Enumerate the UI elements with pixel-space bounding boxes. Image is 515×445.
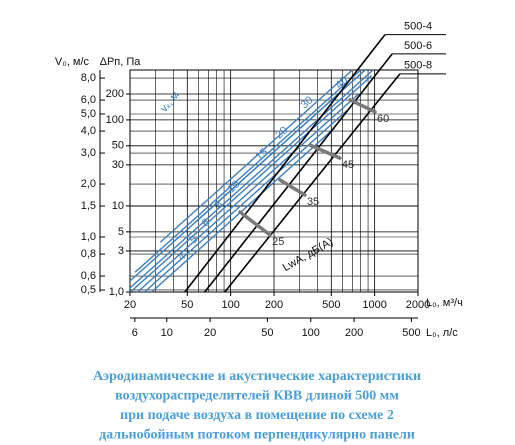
x2-tick-label: 100 [302,327,320,339]
velocity-label: 30 [298,94,315,111]
series-line [204,53,393,293]
v-tick-label: 5,0 [81,108,96,120]
v-tick-label: 8,0 [81,72,96,84]
v-axis-title: V₀, м/с [55,56,90,68]
legend-label: 500-6 [404,40,432,52]
velocity-line [130,75,373,292]
y-tick-label: 3 [118,245,124,257]
plot-lines [130,70,375,292]
y-tick-label: 50 [112,140,124,152]
x-tick-label: 500 [322,299,340,311]
legend-label: 500-4 [404,21,432,33]
y-tick-label: 100 [106,114,124,126]
velocity-line [150,127,336,292]
velocity-line [134,70,362,273]
x-tick-label: 200 [265,299,283,311]
x2-axis-title: L₀, л/с [426,327,458,339]
x2-tick-label: 10 [161,327,173,339]
legend-label: 500-8 [404,60,432,72]
v-tick-label: 3,0 [81,147,96,159]
x2-tick-label: 500 [402,327,420,339]
caption-line: Аэродинамические и акустические характер… [93,369,421,384]
velocity-label: 15 [253,146,270,163]
v-tick-label: 0,8 [81,248,96,260]
x-tick-label: 2000 [406,299,430,311]
noise-label: 60 [377,113,389,125]
x2-tick-label: 200 [345,327,363,339]
noise-line [278,178,307,197]
y-tick-label: 5 [118,226,124,238]
v-tick-label: 0,6 [81,270,96,282]
y-tick-label: 10 [112,200,124,212]
caption-line: дальнобойным потоком перпендикулярно пан… [99,428,415,443]
x-tick-label: 20 [124,299,136,311]
velocity-title: vₓ, м [158,89,182,114]
v-tick-label: 2,0 [81,178,96,190]
y-tick-label: 1,0 [109,286,124,298]
noise-label: 35 [307,196,319,208]
x-tick-label: 50 [181,299,193,311]
series-line [184,34,386,293]
grid [130,70,418,292]
y-tick-label: 200 [106,88,124,100]
x-tick-label: 1000 [362,299,386,311]
v-tick-label: 6,0 [81,94,96,106]
y-axis-title: ΔPп, Па [100,56,142,68]
velocity-line [159,70,354,243]
v-tick-label: 1,0 [81,231,96,243]
noise-line [238,210,272,237]
noise-line [348,98,377,114]
caption-line: при подаче воздуха в помещение по схеме … [120,408,394,423]
caption-line: воздухораспределителей КВВ длиной 500 мм [115,389,399,404]
velocity-line [143,110,348,292]
noise-line [308,143,342,160]
x-axis-title: L₀, м³/ч [426,297,463,309]
v-tick-label: 0,5 [81,284,96,296]
velocity-line [136,93,360,292]
x2-tick-label: 6 [132,327,138,339]
v-tick-label: 4,0 [81,125,96,137]
velocity-line [194,70,367,223]
noise-label: 25 [272,236,284,248]
velocity-line [130,70,375,289]
y-tick-label: 30 [112,159,124,171]
noise-title: LwA, дБ(А) [281,236,335,274]
noise-label: 45 [342,159,354,171]
v-tick-label: 1,5 [81,200,96,212]
x2-tick-label: 20 [204,327,216,339]
x-tick-label: 100 [221,299,239,311]
x2-tick-label: 50 [261,327,273,339]
